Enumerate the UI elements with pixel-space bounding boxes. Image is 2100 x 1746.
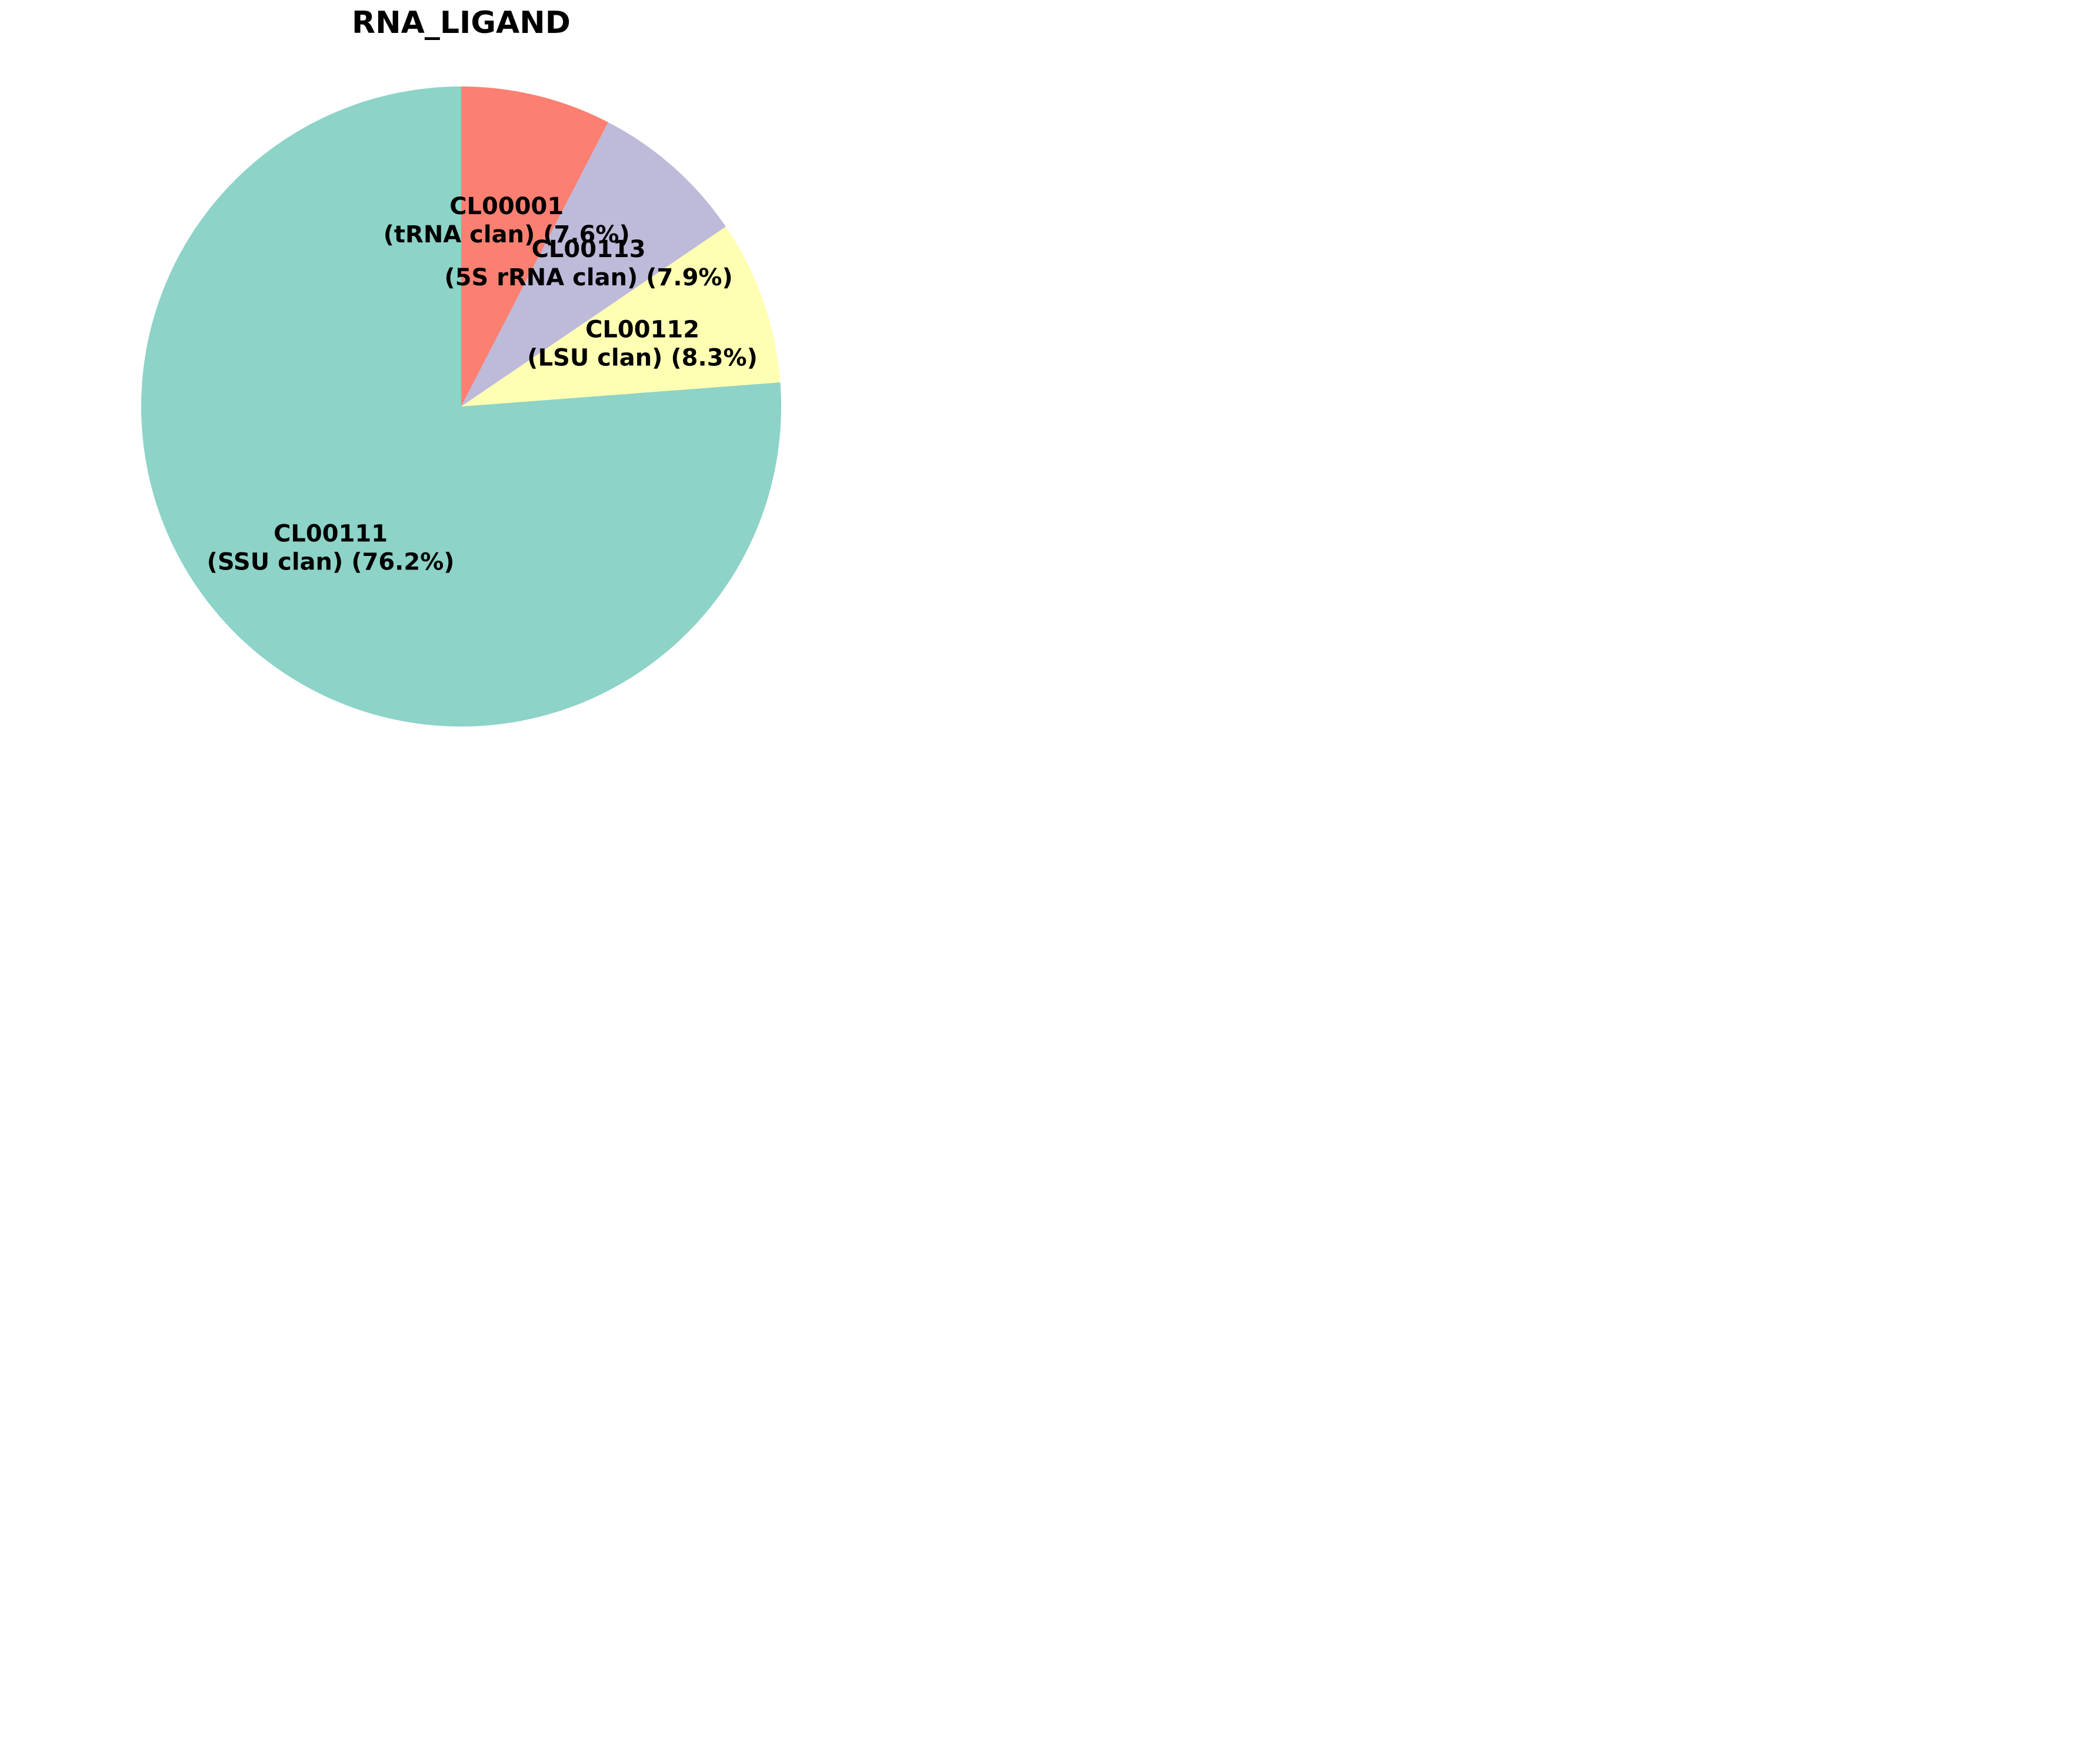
- pie-slice-cl00111: [141, 86, 781, 727]
- pie-labels: CL00001 (tRNA clan) (7.6%)CL00113 (5S rRNA…: [207, 193, 758, 575]
- slice-label-id: CL00113: [532, 236, 646, 263]
- pie-slice-cl00112: [461, 226, 781, 406]
- pie-slice-cl00113: [461, 122, 726, 406]
- slice-label-cl00112: CL00112 (LSU clan) (8.3%): [527, 316, 758, 371]
- pie-chart: RNA_LIGAND CL00001 (tRNA clan) (7.6%) CL00…: [0, 0, 922, 767]
- slice-label-detail: (tRNA clan) (7.6%): [384, 221, 630, 248]
- slice-label-id: CL00112: [585, 316, 699, 343]
- slice-label-detail: (5S rRNA clan) (7.9%): [444, 264, 732, 291]
- chart-title: RNA_LIGAND: [352, 5, 571, 41]
- slice-label-cl00113: CL00113 (5S rRNA clan) (7.9%): [444, 236, 732, 291]
- slice-label-id: CL00111: [274, 520, 388, 547]
- slice-label-cl00111: CL00111 (SSU clan) (76.2%): [207, 520, 455, 575]
- slice-label-cl00001: CL00001 (tRNA clan) (7.6%): [384, 193, 630, 248]
- slice-label-detail: (LSU clan) (8.3%): [527, 344, 758, 371]
- pie-slice-cl00001: [461, 86, 609, 406]
- pie-chart-svg: RNA_LIGAND CL00001 (tRNA clan) (7.6%)CL00…: [141, 5, 781, 727]
- pie-slices: [141, 86, 781, 727]
- slice-label-detail: (SSU clan) (76.2%): [207, 548, 455, 575]
- slice-label-id: CL00001: [449, 193, 564, 220]
